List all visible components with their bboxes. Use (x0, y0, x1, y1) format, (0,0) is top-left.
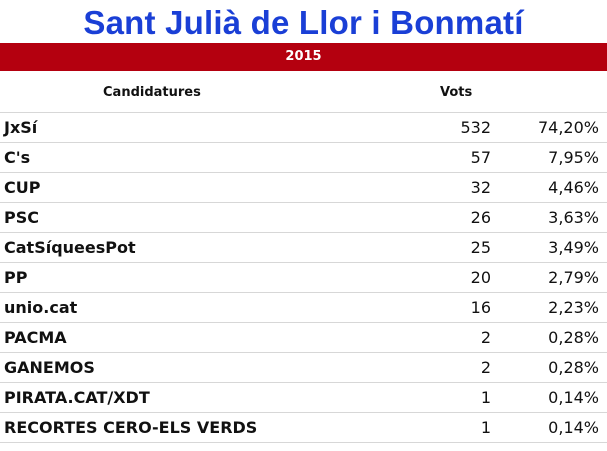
vote-count: 25 (470, 238, 491, 257)
table-row: PACMA 2 0,28% (0, 323, 607, 353)
table-row: RECORTES CERO-ELS VERDS 1 0,14% (0, 413, 607, 443)
vote-percentage: 3,63% (548, 208, 599, 227)
vote-count: 532 (460, 118, 491, 137)
party-name: C's (4, 148, 31, 167)
year-banner: 2015 (0, 43, 607, 71)
results-table: Candidatures Vots JxSí 532 74,20% C's 57… (0, 78, 607, 443)
table-header-row: Candidatures Vots (0, 78, 607, 113)
vote-count: 1 (480, 418, 491, 437)
vote-count: 20 (470, 268, 491, 287)
page-title: Sant Julià de Llor i Bonmatí (83, 4, 524, 41)
vote-percentage: 2,79% (548, 268, 599, 287)
party-name: PSC (4, 208, 39, 227)
vote-count: 16 (470, 298, 491, 317)
table-row: CUP 32 4,46% (0, 173, 607, 203)
vote-percentage: 0,28% (548, 328, 599, 347)
table-row: PIRATA.CAT/XDT 1 0,14% (0, 383, 607, 413)
vote-count: 1 (480, 388, 491, 407)
party-name: GANEMOS (4, 358, 95, 377)
vote-count: 32 (470, 178, 491, 197)
party-name: PIRATA.CAT/XDT (4, 388, 150, 407)
table-row: JxSí 532 74,20% (0, 113, 607, 143)
table-row: PSC 26 3,63% (0, 203, 607, 233)
party-name: JxSí (4, 118, 38, 137)
vote-percentage: 4,46% (548, 178, 599, 197)
header-candidatures: Candidatures (103, 85, 201, 100)
party-name: unio.cat (4, 298, 78, 317)
table-row: CatSíqueesPot 25 3,49% (0, 233, 607, 263)
table-row: GANEMOS 2 0,28% (0, 353, 607, 383)
party-name: PACMA (4, 328, 67, 347)
party-name: RECORTES CERO-ELS VERDS (4, 418, 258, 437)
table-row: unio.cat 16 2,23% (0, 293, 607, 323)
table-row: PP 20 2,79% (0, 263, 607, 293)
vote-percentage: 7,95% (548, 148, 599, 167)
party-name: CUP (4, 178, 41, 197)
vote-count: 26 (470, 208, 491, 227)
party-name: CatSíqueesPot (4, 238, 136, 257)
vote-count: 2 (480, 358, 491, 377)
vote-percentage: 0,14% (548, 388, 599, 407)
vote-percentage: 74,20% (537, 118, 599, 137)
vote-count: 2 (480, 328, 491, 347)
vote-count: 57 (470, 148, 491, 167)
vote-percentage: 2,23% (548, 298, 599, 317)
vote-percentage: 0,14% (548, 418, 599, 437)
party-name: PP (4, 268, 28, 287)
vote-percentage: 3,49% (548, 238, 599, 257)
vote-percentage: 0,28% (548, 358, 599, 377)
table-row: C's 57 7,95% (0, 143, 607, 173)
header-vots: Vots (440, 85, 473, 100)
